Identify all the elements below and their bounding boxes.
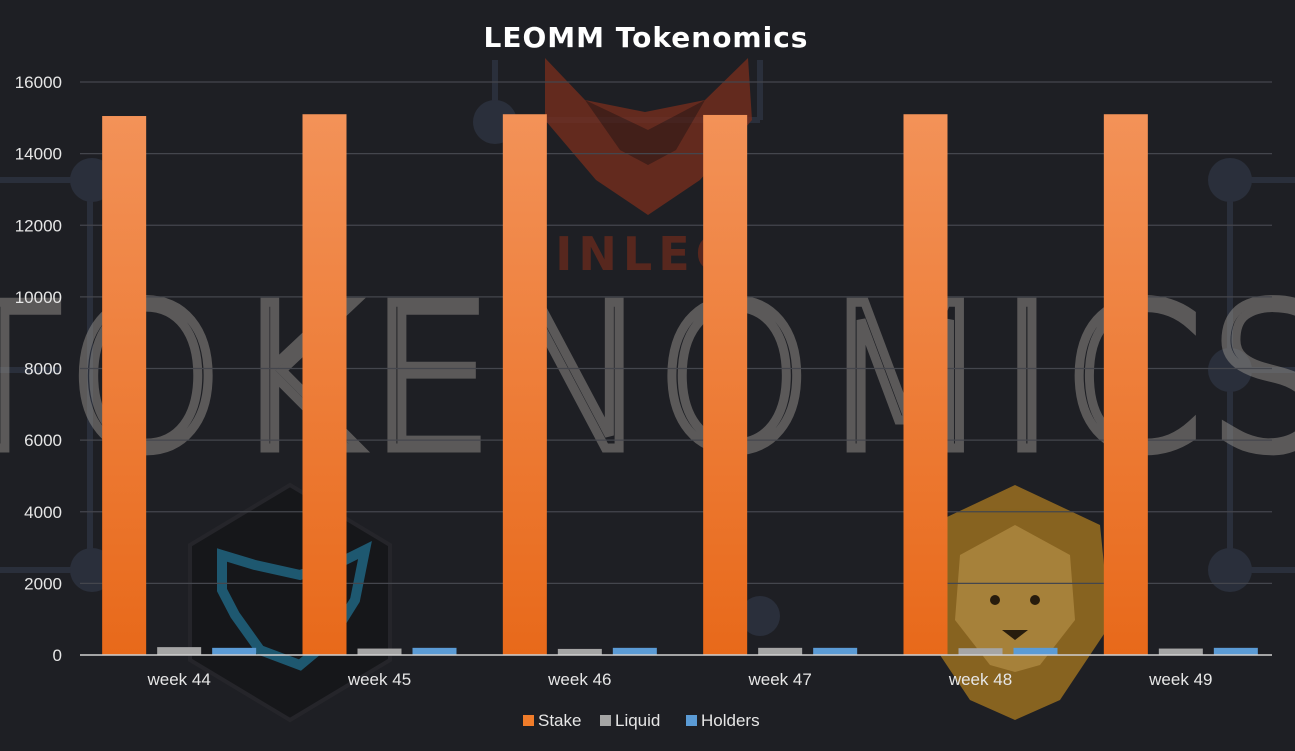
legend-swatch-liquid [600, 715, 611, 726]
legend-swatch-holders [686, 715, 697, 726]
bar-stake-week-47 [703, 114, 748, 655]
bar-liquid-week-45 [357, 648, 402, 655]
bar-holders-week-45 [412, 647, 457, 655]
grid-lines [80, 81, 1272, 584]
axes: 0 2000 4000 6000 8000 10000 12000 14000 16000 wee… [15, 73, 1272, 689]
bar-liquid-week-49 [1158, 648, 1203, 655]
bar-liquid-week-46 [557, 648, 602, 655]
bar-holders-week-44 [212, 647, 257, 655]
y-tick-label: 8000 [24, 360, 62, 379]
bars [102, 114, 1258, 656]
bar-holders-week-46 [612, 647, 657, 655]
bar-liquid-week-48 [958, 648, 1003, 655]
legend-label-holders: Holders [701, 711, 760, 730]
bar-stake-week-44 [102, 116, 147, 656]
bar-liquid-week-47 [758, 647, 803, 655]
lion-badge-watermark [920, 485, 1110, 720]
x-tick-label: week 47 [748, 670, 812, 689]
y-tick-label: 6000 [24, 431, 62, 450]
bar-stake-week-49 [1103, 114, 1148, 655]
x-tick-label: week 48 [948, 670, 1012, 689]
y-tick-label: 4000 [24, 503, 62, 522]
y-tick-label: 14000 [15, 145, 62, 164]
bar-stake-week-46 [502, 114, 547, 655]
y-tick-label: 0 [53, 646, 62, 665]
legend-label-liquid: Liquid [615, 711, 660, 730]
chart-title: LEOMM Tokenomics [484, 21, 809, 54]
bar-holders-week-49 [1213, 647, 1258, 655]
legend-label-stake: Stake [538, 711, 581, 730]
y-tick-label: 12000 [15, 216, 62, 235]
bar-stake-week-45 [302, 114, 347, 655]
legend-swatch-stake [523, 715, 534, 726]
x-tick-label: week 44 [147, 670, 211, 689]
x-tick-label: week 45 [347, 670, 411, 689]
tokenomics-watermark: TOKENOMICS [0, 263, 1295, 496]
x-tick-label: week 46 [547, 670, 611, 689]
bar-liquid-week-44 [157, 647, 202, 655]
bar-holders-week-47 [813, 647, 858, 655]
y-tick-label: 10000 [15, 288, 62, 307]
bar-holders-week-48 [1013, 647, 1058, 655]
x-tick-label: week 49 [1148, 670, 1212, 689]
legend: Stake Liquid Holders [523, 711, 760, 730]
y-tick-label: 16000 [15, 73, 62, 92]
y-tick-label: 2000 [24, 574, 62, 593]
bar-stake-week-48 [903, 114, 948, 655]
